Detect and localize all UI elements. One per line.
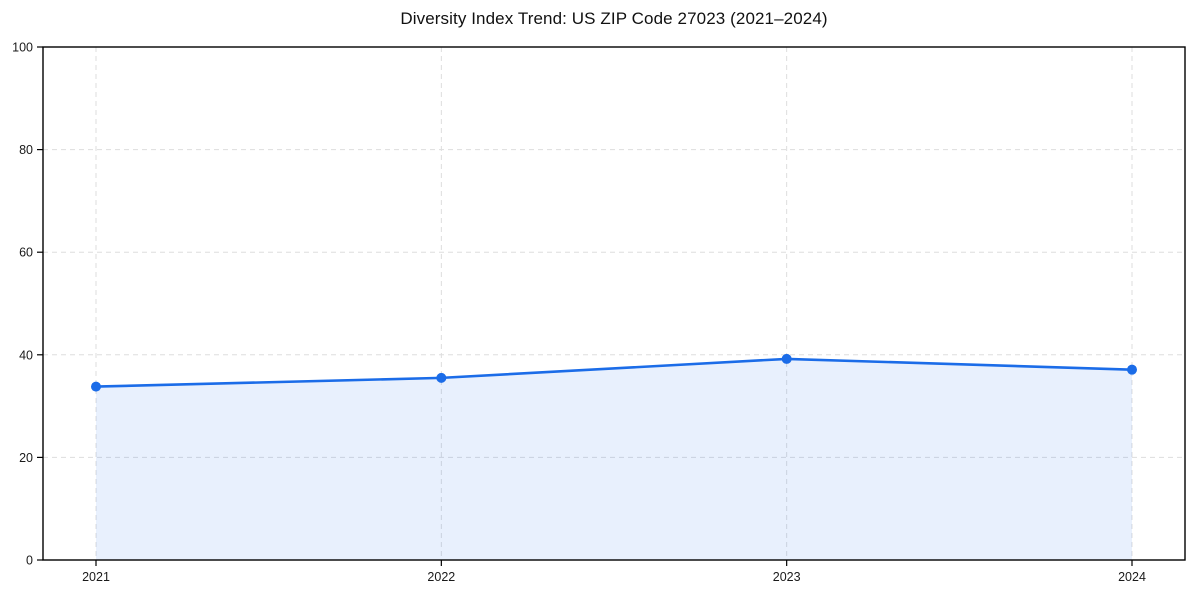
x-tick-label: 2022 [427, 570, 455, 584]
y-tick-label: 20 [19, 451, 33, 465]
area-fill [96, 358, 1132, 560]
x-tick-label: 2024 [1118, 570, 1146, 584]
data-point [436, 372, 447, 383]
y-tick-label: 0 [26, 554, 33, 568]
y-tick-label: 80 [19, 143, 33, 157]
x-tick-label: 2021 [82, 570, 110, 584]
y-tick-label: 60 [19, 246, 33, 260]
trend-line [94, 357, 1134, 388]
x-tick-label: 2023 [773, 570, 801, 584]
data-point [91, 381, 101, 392]
data-point [781, 353, 792, 364]
axes-frame [42, 46, 1186, 561]
data-point [1127, 364, 1137, 375]
y-tick-label: 100 [12, 41, 33, 55]
y-tick-label: 40 [19, 348, 33, 362]
chart-title: Diversity Index Trend: US ZIP Code 27023… [400, 9, 828, 28]
